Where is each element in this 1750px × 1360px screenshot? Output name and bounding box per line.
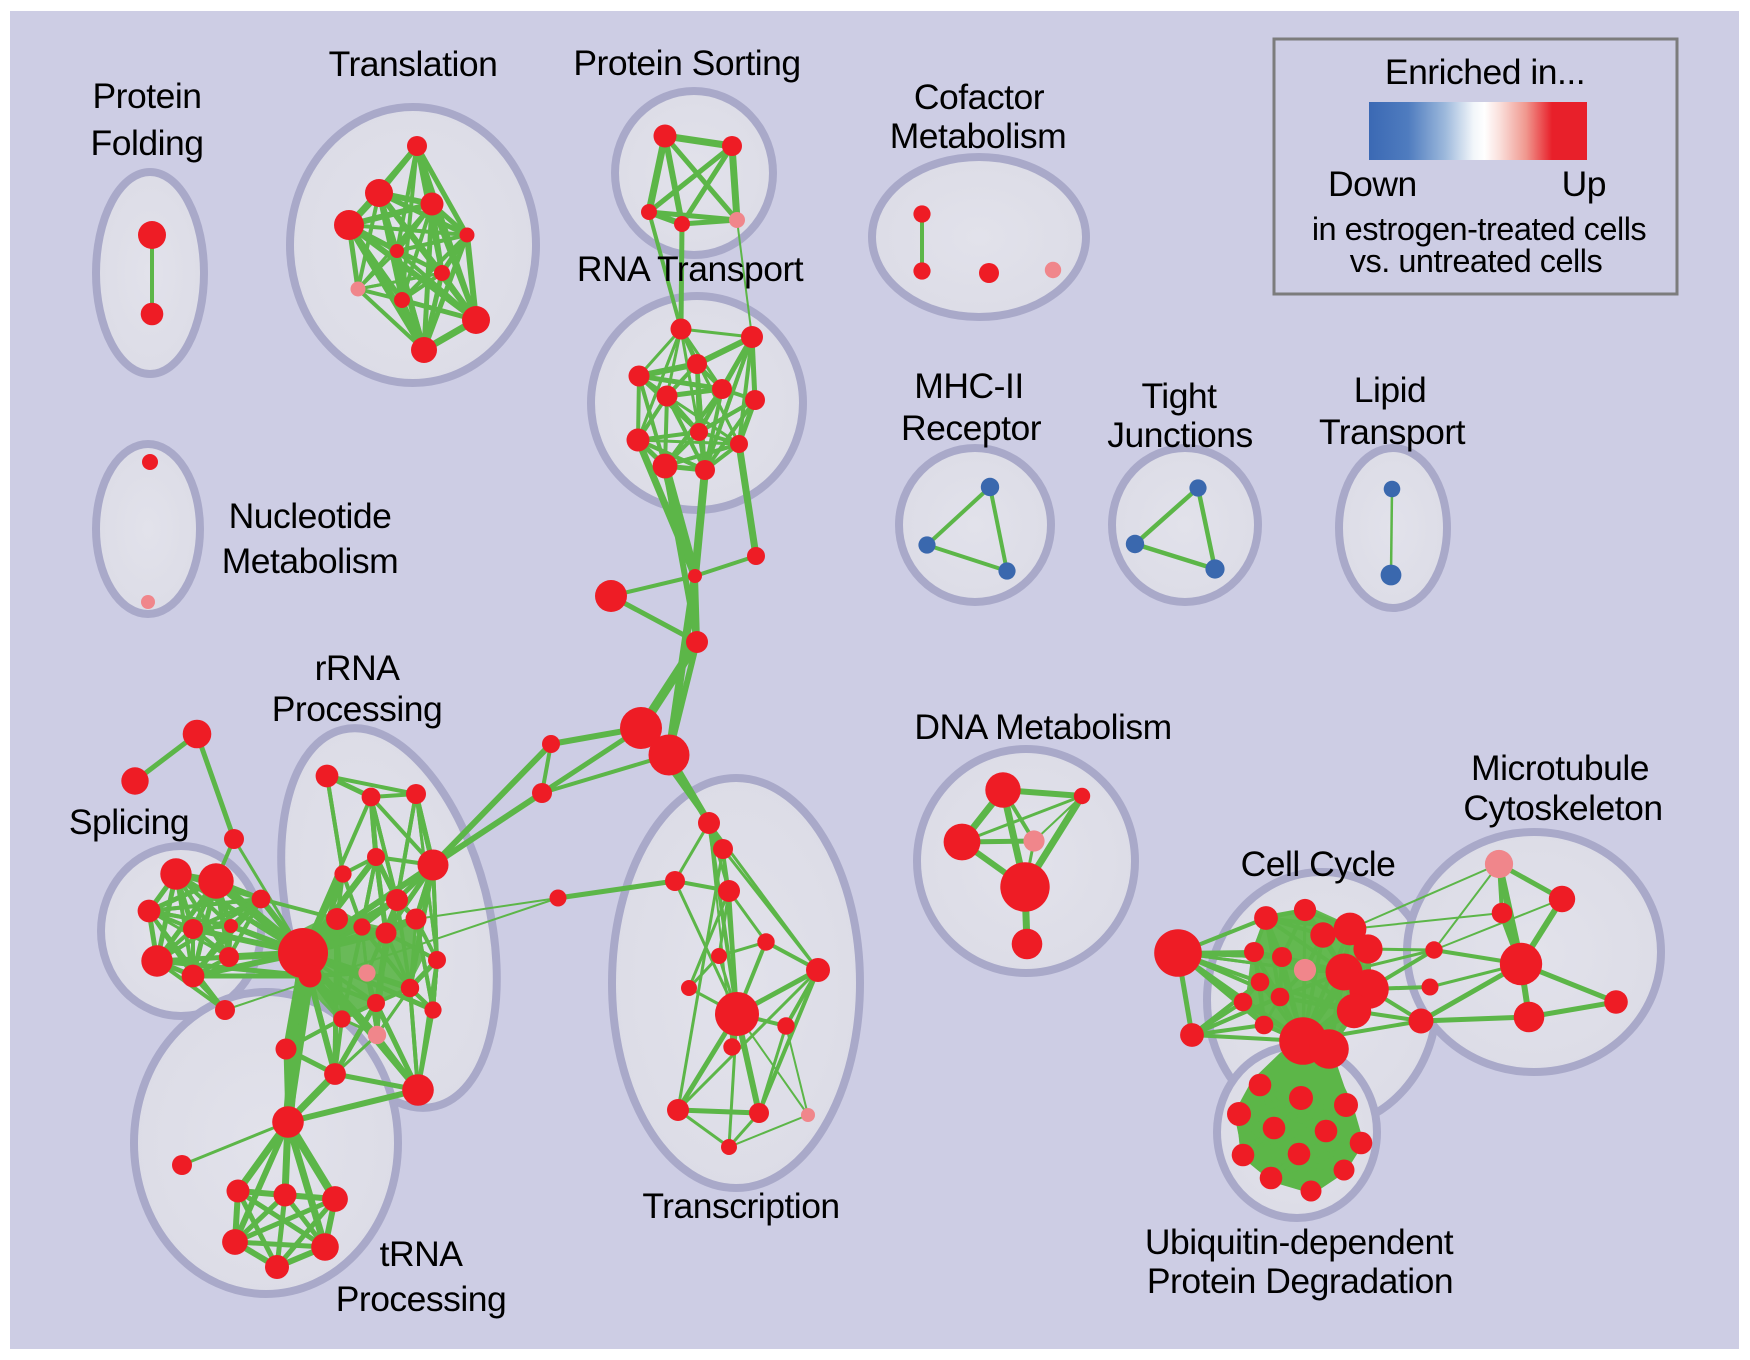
svg-text:Protein: Protein bbox=[93, 76, 202, 116]
svg-text:Receptor: Receptor bbox=[901, 408, 1042, 448]
svg-text:Cofactor: Cofactor bbox=[914, 77, 1045, 117]
svg-text:DNA Metabolism: DNA Metabolism bbox=[914, 707, 1171, 747]
svg-text:Metabolism: Metabolism bbox=[890, 116, 1067, 156]
svg-text:Microtubule: Microtubule bbox=[1471, 748, 1649, 788]
svg-text:Processing: Processing bbox=[272, 689, 443, 729]
svg-text:Up: Up bbox=[1562, 164, 1606, 204]
svg-text:Metabolism: Metabolism bbox=[222, 541, 399, 581]
svg-text:Folding: Folding bbox=[91, 123, 204, 163]
svg-text:Cell Cycle: Cell Cycle bbox=[1241, 844, 1396, 884]
svg-text:Tight: Tight bbox=[1141, 376, 1217, 416]
svg-text:Lipid: Lipid bbox=[1354, 370, 1427, 410]
svg-text:Enriched in...: Enriched in... bbox=[1385, 52, 1585, 92]
svg-text:Splicing: Splicing bbox=[69, 802, 189, 842]
svg-text:Processing: Processing bbox=[336, 1279, 507, 1319]
svg-text:Transport: Transport bbox=[1319, 412, 1466, 452]
svg-text:Ubiquitin-dependent: Ubiquitin-dependent bbox=[1145, 1222, 1454, 1262]
svg-text:RNA Transport: RNA Transport bbox=[577, 249, 804, 289]
svg-text:Protein Degradation: Protein Degradation bbox=[1147, 1261, 1453, 1301]
svg-text:Protein Sorting: Protein Sorting bbox=[573, 43, 800, 83]
svg-text:MHC-II: MHC-II bbox=[914, 366, 1023, 406]
svg-text:rRNA: rRNA bbox=[315, 648, 401, 688]
svg-text:Down: Down bbox=[1328, 164, 1417, 204]
svg-text:Translation: Translation bbox=[329, 44, 498, 84]
svg-text:Junctions: Junctions bbox=[1107, 415, 1252, 455]
svg-text:Transcription: Transcription bbox=[642, 1186, 839, 1226]
svg-text:vs. untreated cells: vs. untreated cells bbox=[1350, 243, 1603, 279]
svg-text:Nucleotide: Nucleotide bbox=[229, 496, 392, 536]
svg-text:tRNA: tRNA bbox=[380, 1234, 464, 1274]
svg-text:in estrogen-treated cells: in estrogen-treated cells bbox=[1312, 211, 1647, 247]
svg-text:Cytoskeleton: Cytoskeleton bbox=[1463, 788, 1662, 828]
